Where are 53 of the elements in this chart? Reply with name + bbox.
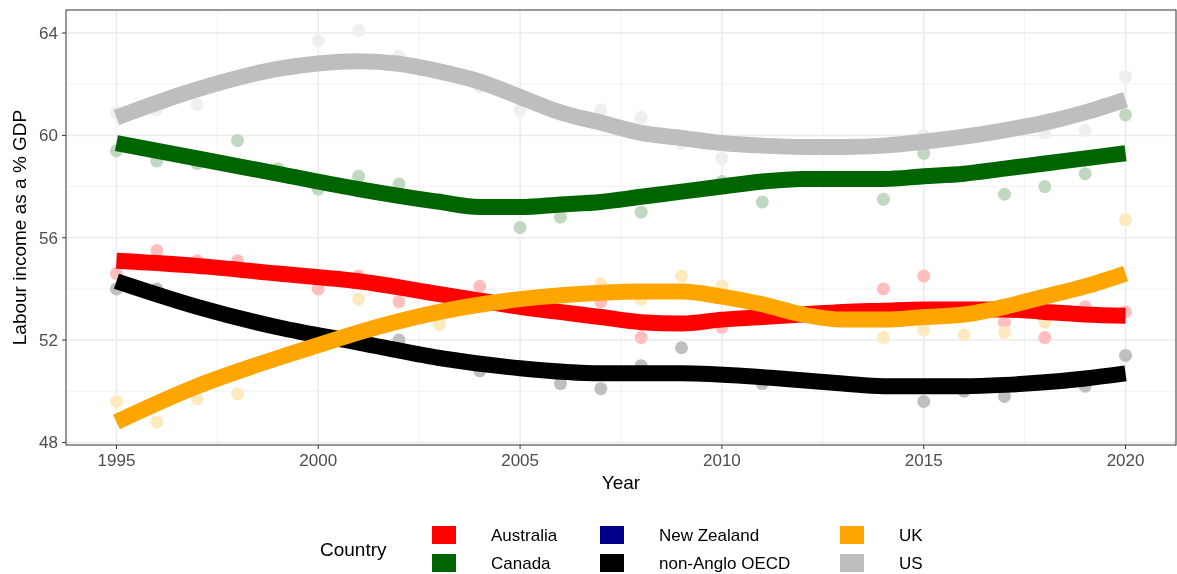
point <box>1078 167 1092 181</box>
x-tick-label: 2015 <box>904 451 943 470</box>
legend-label: UK <box>899 525 924 545</box>
point <box>957 328 971 342</box>
point <box>917 395 931 408</box>
point <box>473 279 487 293</box>
point <box>675 269 689 283</box>
point <box>1119 108 1133 122</box>
y-tick-label: 56 <box>39 228 58 248</box>
point <box>109 395 123 408</box>
point <box>1078 123 1092 137</box>
point <box>231 387 245 401</box>
point <box>675 341 689 355</box>
point <box>553 210 567 224</box>
point <box>1119 213 1133 227</box>
x-tick-label: 1995 <box>97 451 136 470</box>
point <box>594 382 608 396</box>
point <box>634 205 648 219</box>
point <box>917 269 931 283</box>
point <box>150 415 164 429</box>
point <box>352 292 366 306</box>
point <box>1038 180 1052 194</box>
point <box>997 187 1011 201</box>
point <box>634 110 648 124</box>
point <box>1119 348 1133 362</box>
point <box>876 282 890 296</box>
x-axis-title: Year <box>601 472 641 493</box>
x-tick-label: 2010 <box>703 451 741 470</box>
x-tick-label: 2020 <box>1106 451 1145 470</box>
point <box>715 151 729 165</box>
legend-label: New Zealand <box>659 525 760 545</box>
x-tick-label: 2000 <box>299 451 338 470</box>
legend-label: non-Anglo OECD <box>659 553 791 573</box>
y-tick-label: 60 <box>39 126 58 146</box>
point <box>190 98 204 112</box>
point <box>755 195 769 209</box>
point <box>392 295 406 309</box>
point <box>1038 331 1052 345</box>
x-tick-label: 2005 <box>501 451 539 470</box>
point <box>997 325 1011 339</box>
legend-label: Canada <box>491 553 552 573</box>
legend-title: Country <box>320 539 388 560</box>
legend-label: US <box>899 553 923 573</box>
point <box>513 221 527 234</box>
point <box>231 134 245 147</box>
point <box>876 192 890 206</box>
y-tick-label: 52 <box>39 331 58 351</box>
y-tick-label: 64 <box>39 23 58 43</box>
y-tick-label: 48 <box>39 433 58 453</box>
legend-label: Australia <box>491 525 558 545</box>
y-axis-title: Labour income as a % GDP <box>9 109 30 346</box>
point <box>634 331 648 345</box>
point <box>876 331 890 345</box>
